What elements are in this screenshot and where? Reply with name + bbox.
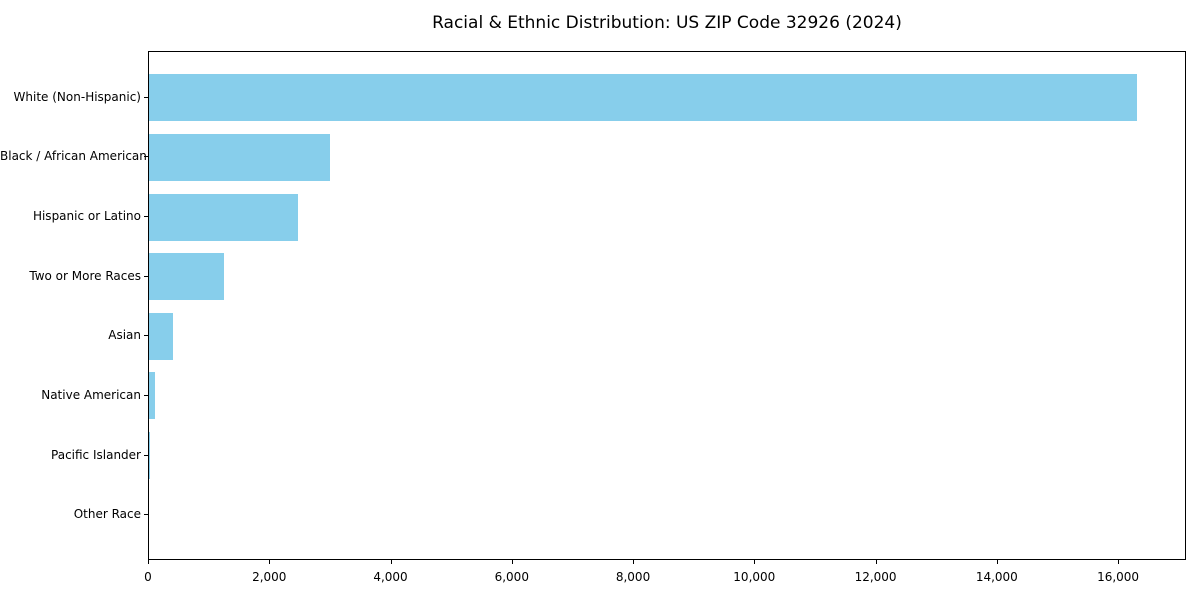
x-tick-label: 16,000 bbox=[1097, 570, 1140, 584]
x-tick-mark bbox=[1118, 560, 1119, 564]
category-label: Hispanic or Latino bbox=[32, 209, 141, 223]
y-tick-mark bbox=[144, 455, 148, 456]
x-tick-label: 10,000 bbox=[733, 570, 776, 584]
y-tick-mark bbox=[144, 395, 148, 396]
bar bbox=[149, 432, 151, 480]
x-tick-label: 14,000 bbox=[975, 570, 1018, 584]
x-tick-label: 12,000 bbox=[854, 570, 897, 584]
x-tick-mark bbox=[148, 560, 149, 564]
category-label: Native American bbox=[41, 387, 141, 402]
bar bbox=[149, 372, 156, 420]
y-tick-mark bbox=[144, 335, 148, 336]
x-tick-label: 6,000 bbox=[494, 570, 529, 584]
x-tick-label: 0 bbox=[144, 570, 152, 584]
x-tick-mark bbox=[633, 560, 634, 564]
category-label: Other Race bbox=[73, 507, 141, 522]
x-tick-mark bbox=[269, 560, 270, 564]
y-tick-mark bbox=[144, 216, 148, 217]
bar bbox=[149, 253, 224, 301]
y-tick-mark bbox=[144, 276, 148, 277]
bar bbox=[149, 74, 1137, 122]
x-tick-mark bbox=[754, 560, 755, 564]
category-label: Two or More Races bbox=[29, 268, 141, 283]
chart-title: Racial & Ethnic Distribution: US ZIP Cod… bbox=[432, 13, 902, 33]
y-tick-mark bbox=[144, 514, 148, 515]
category-label: White (Non-Hispanic) bbox=[13, 89, 141, 104]
bar bbox=[149, 133, 330, 181]
y-tick-mark bbox=[144, 97, 148, 98]
x-tick-mark bbox=[997, 560, 998, 564]
category-label: Black / African American bbox=[0, 149, 147, 164]
x-tick-label: 4,000 bbox=[373, 570, 408, 584]
bar bbox=[149, 193, 298, 241]
bar bbox=[149, 312, 174, 360]
x-tick-mark bbox=[391, 560, 392, 564]
x-tick-label: 8,000 bbox=[615, 570, 651, 584]
x-tick-label: 2,000 bbox=[252, 570, 287, 584]
category-label: Asian bbox=[108, 328, 141, 343]
x-tick-mark bbox=[512, 560, 513, 564]
y-tick-mark bbox=[144, 156, 148, 157]
x-tick-mark bbox=[876, 560, 877, 564]
plot-area bbox=[148, 51, 1186, 560]
category-label: Pacific Islander bbox=[51, 447, 141, 462]
